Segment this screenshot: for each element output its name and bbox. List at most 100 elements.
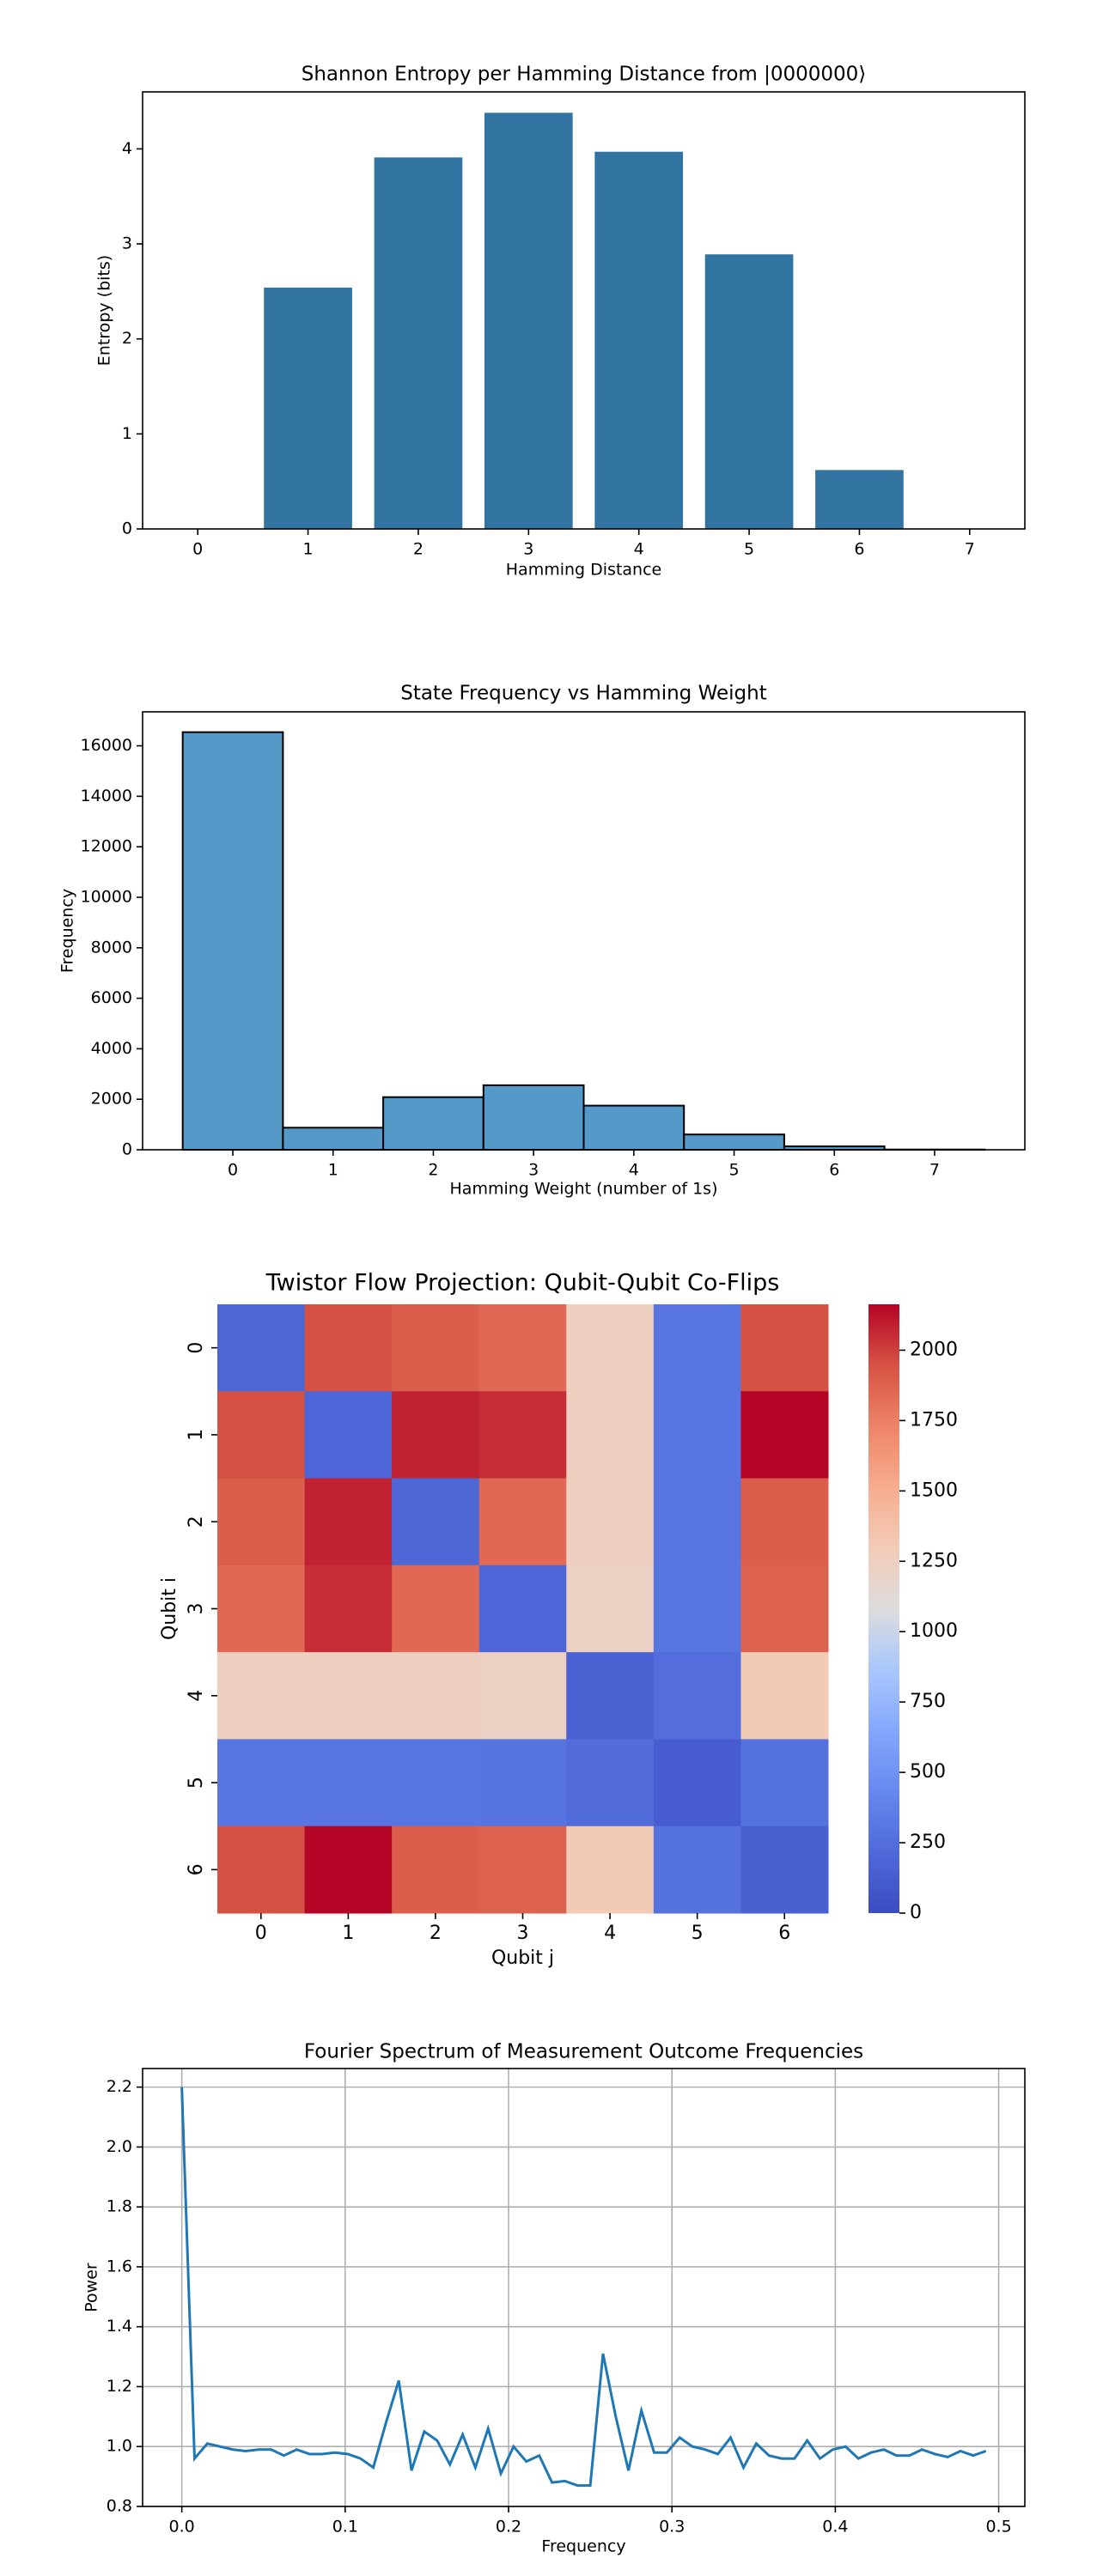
heatmap-cell [566,1564,655,1653]
heatmap-cell [566,1304,655,1392]
heatmap-cell [478,1478,567,1566]
colorbar-tick-label: 1750 [910,1409,958,1431]
chart-title: Fourier Spectrum of Measurement Outcome … [304,2041,863,2063]
x-axis-label: Qubit j [491,1947,554,1969]
y-tick-label: 1.6 [107,2257,132,2275]
x-tick-label: 6 [829,1161,839,1180]
heatmap-cell [217,1652,306,1740]
heatmap-cell [217,1564,306,1653]
x-tick-label: 0.1 [332,2518,358,2537]
y-tick-label: 8000 [91,938,132,957]
y-tick-label: 5 [186,1777,207,1789]
axes-frame [142,91,1026,530]
heatmap-cell [653,1304,741,1392]
heatmap-cell [392,1391,480,1479]
x-tick-label: 1 [328,1161,338,1180]
heatmap-cell [392,1564,480,1653]
y-tick-label: 3 [186,1603,207,1615]
x-tick-label: 4 [629,1161,639,1180]
bar [594,151,684,529]
histogram-bar [282,1127,385,1151]
heatmap-cell [740,1304,829,1392]
heatmap-cell [478,1739,567,1827]
y-tick-label: 4000 [91,1039,132,1058]
x-tick-label: 3 [523,540,533,559]
chart-title: State Frequency vs Hamming Weight [400,683,766,705]
x-tick-label: 4 [604,1923,616,1944]
heatmap-cell [740,1826,829,1914]
heatmap-cell [566,1652,655,1740]
histogram-bar [181,731,284,1151]
x-tick-label: 0 [192,540,203,559]
x-axis-label: Frequency [541,2537,625,2556]
x-tick-label: 0.2 [496,2518,521,2537]
heatmap-cell [653,1739,741,1827]
heatmap-cell [740,1739,829,1827]
x-tick-label: 7 [929,1161,940,1180]
histogram-bar [582,1104,686,1151]
heatmap-cell [304,1391,393,1479]
heatmap-cell [217,1304,306,1392]
heatmap-cell [740,1652,829,1740]
heatmap-cell [653,1826,741,1914]
bar [484,112,573,529]
heatmap-cell [478,1304,567,1392]
x-tick-label: 1 [303,540,314,559]
y-tick-label: 1 [122,424,132,443]
y-tick-label: 1.8 [107,2197,132,2216]
y-tick-label: 0 [186,1342,207,1354]
y-tick-label: 10000 [81,887,132,906]
x-tick-label: 0.0 [169,2518,195,2537]
colorbar-tick-label: 1500 [910,1479,958,1501]
heatmap-cell [217,1478,306,1566]
colorbar-tick-label: 1000 [910,1620,958,1642]
heatmap-cell [653,1478,741,1566]
heatmap-cell [304,1652,393,1740]
y-axis-label: Qubit i [159,1577,180,1640]
x-tick-label: 3 [517,1923,529,1944]
axes-frame [142,2068,1026,2507]
bar [264,287,352,529]
x-tick-label: 0.4 [822,2518,848,2537]
heatmap-cell [304,1826,393,1914]
y-tick-label: 6 [186,1863,207,1875]
bar [704,254,794,529]
colorbar-tick-label: 1250 [910,1550,958,1571]
y-tick-label: 1.2 [107,2377,132,2396]
heatmap-cell [217,1826,306,1914]
x-tick-label: 5 [729,1161,740,1180]
heatmap-cell [566,1391,655,1479]
x-tick-label: 0.3 [659,2518,685,2537]
y-tick-label: 0.8 [107,2497,132,2516]
colorbar-tick-label: 250 [910,1832,946,1853]
x-tick-label: 6 [778,1923,790,1944]
colorbar-tick-label: 750 [910,1691,946,1712]
y-axis-label: Power [82,2263,101,2312]
heatmap-cell [653,1391,741,1479]
heatmap-cell [566,1478,655,1566]
histogram-bar [382,1096,484,1151]
y-tick-label: 6000 [91,988,132,1007]
y-tick-label: 3 [122,234,132,253]
histogram-bar [482,1084,585,1151]
bar [374,157,463,529]
y-tick-label: 2.0 [107,2137,132,2156]
heatmap-cell [304,1478,393,1566]
x-tick-label: 5 [692,1923,704,1944]
colorbar-tick-label: 0 [910,1902,922,1923]
x-tick-label: 0 [228,1161,238,1180]
x-tick-label: 5 [744,540,754,559]
histogram-bar [683,1133,785,1151]
y-tick-label: 1 [186,1429,207,1441]
x-tick-label: 2 [428,1161,438,1180]
heatmap-cell [653,1652,741,1740]
heatmap-cell [392,1478,480,1566]
x-tick-label: 4 [634,540,644,559]
y-tick-label: 2.2 [107,2077,132,2096]
bar [815,470,904,529]
heatmap-cell [740,1564,829,1653]
y-tick-label: 12000 [81,837,132,856]
y-tick-label: 1.0 [107,2437,132,2456]
heatmap-cell [217,1739,306,1827]
